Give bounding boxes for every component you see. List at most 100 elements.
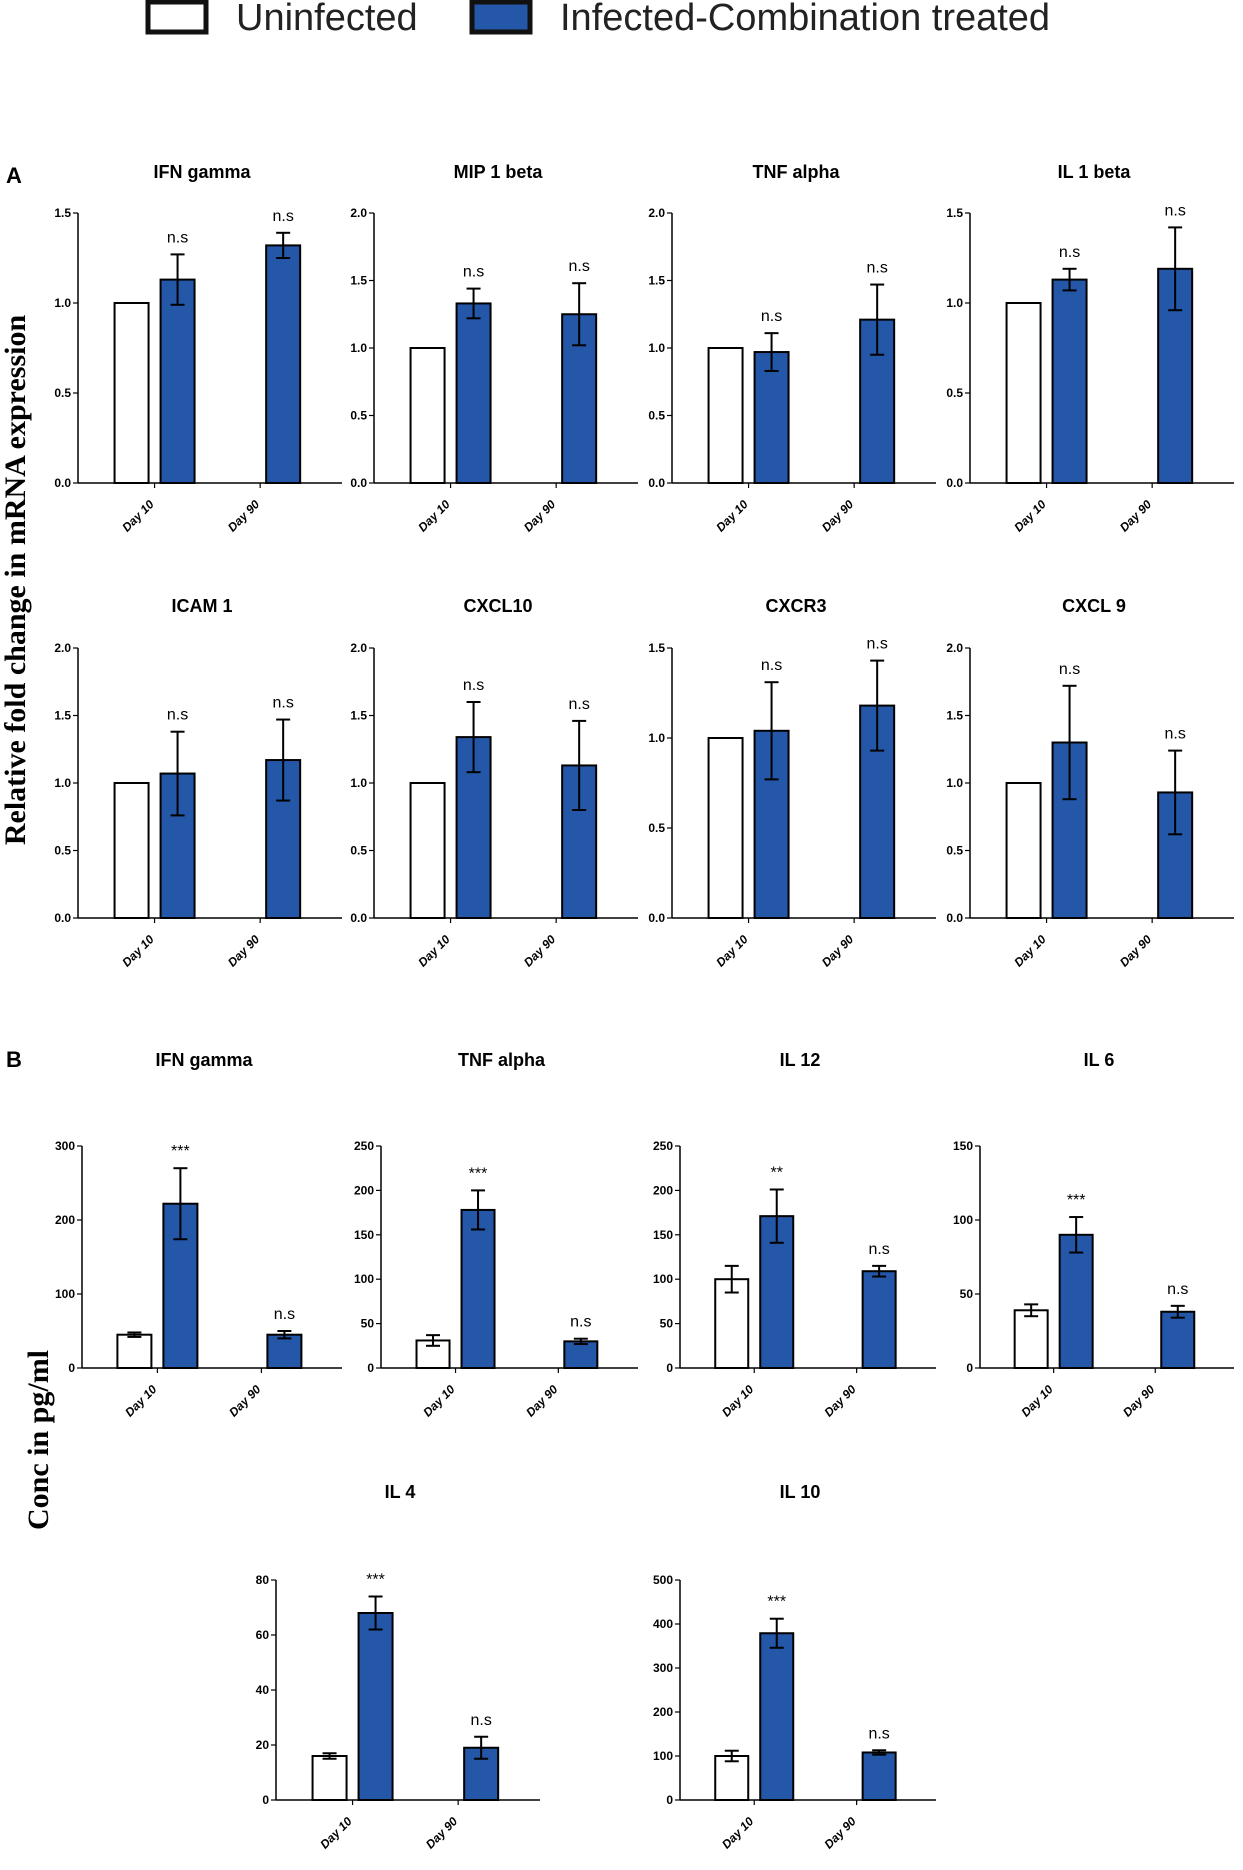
panel-a-ylabel: Relative fold change in mRNA expression [0, 315, 32, 846]
y-tick-label: 0.0 [54, 911, 71, 925]
x-tick-label: Day 10 [415, 932, 452, 969]
y-tick-label: 2.0 [54, 641, 71, 655]
y-tick-label: 0.5 [648, 409, 665, 423]
x-tick-label: Day 90 [521, 932, 558, 969]
chart-a-il-1-beta: IL 1 beta 0.0 0.5 1.0 1.5 Day 10 n.s Day 90 n.s [946, 162, 1234, 534]
x-tick-label: Day 10 [122, 1382, 159, 1419]
y-tick-label: 50 [361, 1317, 375, 1331]
bar-infected-day-10 [460, 1208, 496, 1370]
x-tick-label: Day 10 [713, 932, 750, 969]
y-tick-label: 0.5 [946, 844, 963, 858]
y-tick-label: 0.0 [946, 911, 963, 925]
y-tick-label: 1.0 [350, 341, 367, 355]
y-tick-label: 0 [666, 1793, 673, 1807]
x-tick-label: Day 10 [1019, 1382, 1056, 1419]
x-tick-label: Day 10 [713, 497, 750, 534]
significance-label: *** [767, 1594, 786, 1611]
y-tick-label: 200 [354, 1183, 374, 1197]
significance-label: n.s [761, 308, 782, 325]
chart-a-cxcr3: CXCR3 0.0 0.5 1.0 1.5 Day 10 n.s Day 90 n.s [648, 596, 936, 969]
bar-infected-day-10 [759, 1632, 795, 1801]
y-tick-label: 500 [653, 1573, 673, 1587]
y-tick-label: 2.0 [946, 641, 963, 655]
chart-a-ifn-gamma: IFN gamma 0.0 0.5 1.0 1.5 Day 10 n.s Day 90 n.s [54, 162, 342, 534]
legend-swatch-uninfected [145, 0, 209, 35]
x-tick-label: Day 90 [821, 1382, 858, 1419]
chart-title: IFN gamma [153, 162, 251, 182]
y-tick-label: 0.5 [350, 409, 367, 423]
x-tick-label: Day 90 [225, 932, 262, 969]
significance-label: n.s [1167, 1281, 1188, 1298]
bar-infected-day-90 [1160, 1310, 1196, 1370]
bar-uninfected-day-10 [714, 1278, 750, 1369]
y-tick-label: 1.0 [54, 296, 71, 310]
legend: Uninfected Infected-Combination treated [145, 0, 1050, 39]
significance-label: n.s [167, 707, 188, 724]
y-tick-label: 0.5 [946, 386, 963, 400]
chart-title: IL 4 [385, 1482, 416, 1502]
chart-title: CXCL10 [463, 596, 532, 616]
y-tick-label: 0.0 [648, 476, 665, 490]
y-tick-label: 0.0 [648, 911, 665, 925]
y-tick-label: 1.0 [648, 731, 665, 745]
x-tick-label: Day 90 [819, 932, 856, 969]
bar-uninfected-day-10 [1005, 782, 1042, 919]
y-tick-label: 1.5 [350, 274, 367, 288]
significance-label: n.s [1059, 244, 1080, 261]
bar-uninfected-day-10 [311, 1755, 348, 1801]
bar-uninfected-day-10 [113, 782, 150, 919]
y-tick-label: 100 [653, 1272, 673, 1286]
panel-a-label: A [6, 163, 22, 188]
y-tick-label: 2.0 [350, 206, 367, 220]
y-tick-label: 200 [653, 1183, 673, 1197]
y-tick-label: 400 [653, 1617, 673, 1631]
bar-infected-day-90 [265, 244, 302, 484]
y-tick-label: 1.5 [946, 206, 963, 220]
x-tick-label: Day 10 [415, 497, 452, 534]
y-tick-label: 1.0 [946, 296, 963, 310]
bar-uninfected-day-10 [1013, 1309, 1049, 1370]
y-tick-label: 150 [653, 1228, 673, 1242]
y-tick-label: 200 [653, 1705, 673, 1719]
chart-title: TNF alpha [752, 162, 840, 182]
x-tick-label: Day 90 [225, 497, 262, 534]
y-tick-label: 1.5 [350, 709, 367, 723]
y-tick-label: 20 [256, 1738, 270, 1752]
y-tick-label: 60 [256, 1628, 270, 1642]
chart-b-il-12: IL 12 0 50 100 150 200 250 Day 10 ** Day 90 n.s [653, 1050, 936, 1419]
bar-infected-day-90 [266, 1333, 303, 1369]
y-tick-label: 0.5 [648, 821, 665, 835]
chart-title: IL 10 [780, 1482, 821, 1502]
bar-infected-day-10 [159, 278, 196, 484]
chart-title: TNF alpha [458, 1050, 546, 1070]
legend-label-uninfected: Uninfected [236, 0, 418, 39]
y-tick-label: 1.5 [648, 641, 665, 655]
x-tick-label: Day 90 [523, 1382, 560, 1419]
bar-infected-day-90 [861, 1270, 897, 1370]
chart-title: CXCR3 [765, 596, 826, 616]
chart-a-icam-1: ICAM 1 0.0 0.5 1.0 1.5 2.0 Day 10 n.s Day 90 n.s [54, 596, 342, 969]
significance-label: n.s [470, 1712, 491, 1729]
y-tick-label: 0.5 [350, 844, 367, 858]
y-tick-label: 2.0 [350, 641, 367, 655]
bar-uninfected-day-10 [409, 782, 446, 919]
significance-label: n.s [167, 229, 188, 246]
bar-infected-day-10 [455, 302, 492, 485]
y-tick-label: 0.0 [54, 476, 71, 490]
x-tick-label: Day 10 [317, 1814, 354, 1851]
chart-a-cxcl10: CXCL10 0.0 0.5 1.0 1.5 2.0 Day 10 n.s Day 90 n.s [350, 596, 638, 969]
significance-label: n.s [463, 677, 484, 694]
y-tick-label: 300 [55, 1139, 75, 1153]
y-tick-label: 1.5 [54, 206, 71, 220]
x-tick-label: Day 10 [1011, 932, 1048, 969]
chart-title: ICAM 1 [171, 596, 232, 616]
chart-title: IL 6 [1084, 1050, 1115, 1070]
y-tick-label: 1.5 [54, 709, 71, 723]
y-tick-label: 40 [256, 1683, 270, 1697]
bar-uninfected-day-10 [714, 1755, 750, 1801]
y-tick-label: 100 [653, 1749, 673, 1763]
bar-uninfected-day-10 [116, 1333, 153, 1369]
y-tick-label: 0 [262, 1793, 269, 1807]
